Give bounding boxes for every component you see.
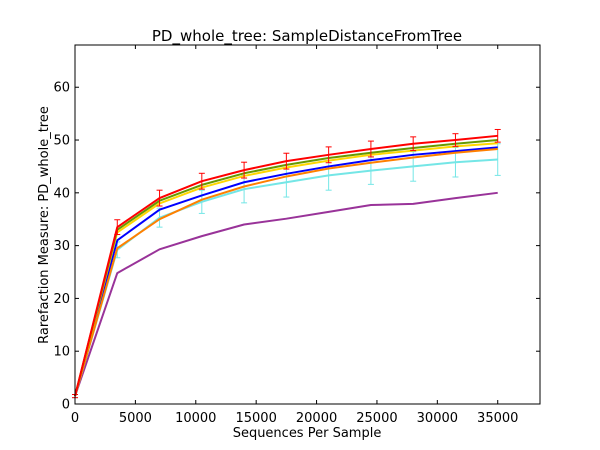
series-line-4 [74,146,498,397]
series-layer [72,128,501,399]
y-tick-label-2: 20 [53,292,70,307]
y-tick-label-6: 60 [53,81,70,96]
y-tick-label-5: 50 [53,134,70,149]
ticks-layer: 0 5000 10000 15000 20000 25000 30000 35000 0 10 20… [53,45,540,426]
x-axis-label: Sequences Per Sample [233,426,382,441]
error-bar-0-4 [241,161,248,179]
x-tick-label-7: 35000 [477,411,518,426]
error-bar-0-2 [156,189,163,207]
error-bar-6-3 [198,189,205,214]
series-5 [74,191,498,397]
series-6 [72,143,501,399]
error-bar-0-5 [283,152,290,170]
series-line-3 [74,148,498,397]
y-tick-label-3: 30 [53,239,70,254]
series-4 [74,146,498,397]
y-tick-label-4: 40 [53,186,70,201]
x-tick-label-6: 30000 [417,411,458,426]
error-bar-0-10 [494,128,501,143]
x-tick-label-4: 20000 [296,411,337,426]
x-tick-label-5: 25000 [356,411,397,426]
x-tick-label-2: 10000 [175,411,216,426]
plot-frame [74,44,541,405]
error-bar-0-9 [452,133,459,147]
x-tick-label-0: 0 [71,411,79,426]
error-bar-0-8 [410,136,417,152]
x-tick-label-1: 5000 [119,411,152,426]
y-axis-label: Rarefaction Measure: PD_whole_tree [37,106,52,344]
error-bar-0-6 [325,146,332,164]
chart-title: PD_whole_tree: SampleDistanceFromTree [152,27,462,46]
y-tick-label-0: 0 [62,398,70,413]
error-bar-0-3 [198,172,205,190]
y-tick-label-1: 10 [53,345,70,360]
x-tick-label-3: 15000 [235,411,276,426]
series-line-5 [74,191,498,397]
error-bar-0-1 [114,219,121,236]
error-bar-0-7 [367,140,374,158]
series-3 [74,148,498,397]
series-0 [72,128,501,399]
